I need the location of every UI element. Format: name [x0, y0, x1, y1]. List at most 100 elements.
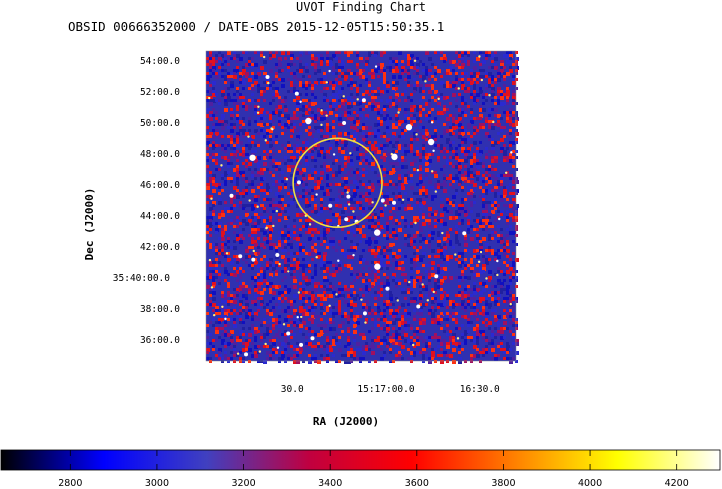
image-pixel: [410, 288, 413, 291]
image-pixel: [326, 228, 330, 232]
image-pixel: [452, 315, 455, 318]
image-pixel: [350, 60, 353, 63]
image-pixel: [407, 63, 410, 66]
image-pixel: [257, 279, 260, 282]
image-pixel: [305, 198, 308, 201]
star: [221, 305, 224, 308]
image-pixel: [248, 192, 251, 195]
image-pixel: [449, 102, 452, 105]
image-pixel: [398, 207, 401, 210]
image-pixel: [209, 357, 212, 360]
image-pixel: [245, 303, 249, 307]
image-pixel: [266, 330, 270, 334]
image-pixel: [284, 270, 287, 273]
image-pixel: [320, 210, 323, 213]
image-pixel: [458, 78, 461, 81]
image-pixel: [455, 312, 458, 315]
image-pixel: [362, 60, 365, 63]
image-pixel: [494, 156, 498, 160]
image-pixel: [371, 69, 375, 73]
image-pixel: [230, 72, 233, 75]
star: [325, 81, 329, 84]
image-pixel: [443, 177, 447, 181]
star: [432, 149, 435, 152]
image-pixel: [227, 291, 230, 294]
image-pixel: [413, 135, 416, 138]
image-pixel: [482, 201, 485, 204]
image-pixel: [266, 78, 270, 82]
image-pixel: [428, 264, 431, 267]
image-pixel: [224, 144, 227, 147]
image-pixel: [209, 288, 212, 291]
image-pixel: [290, 135, 293, 138]
image-pixel: [272, 93, 275, 96]
star: [332, 153, 336, 156]
image-pixel: [374, 321, 377, 324]
image-pixel: [344, 234, 347, 237]
image-pixel: [245, 348, 248, 351]
image-pixel: [245, 210, 248, 213]
image-pixel: [467, 123, 471, 127]
image-pixel: [209, 177, 212, 180]
image-pixel: [263, 90, 266, 93]
image-pixel: [446, 84, 450, 88]
image-pixel: [512, 81, 516, 85]
image-pixel: [383, 300, 387, 304]
image-pixel: [227, 357, 230, 360]
image-pixel: [353, 135, 357, 139]
image-pixel: [272, 177, 275, 180]
image-pixel: [209, 261, 212, 264]
image-pixel: [404, 315, 407, 318]
image-pixel: [293, 321, 297, 325]
image-pixel: [407, 177, 410, 180]
image-pixel: [422, 126, 425, 129]
image-pixel: [389, 312, 393, 316]
image-pixel: [212, 99, 216, 103]
image-pixel: [482, 180, 485, 183]
image-pixel: [434, 213, 437, 216]
image-pixel: [503, 297, 506, 300]
image-pixel: [362, 348, 366, 352]
image-pixel: [395, 333, 398, 336]
image-pixel: [227, 237, 230, 240]
image-pixel: [221, 75, 224, 78]
image-pixel: [488, 54, 491, 57]
image-pixel: [233, 354, 236, 357]
image-pixel: [443, 330, 446, 333]
image-pixel: [365, 291, 368, 294]
image-pixel: [440, 198, 443, 201]
image-pixel: [398, 261, 402, 265]
image-pixel: [440, 303, 444, 307]
star: [396, 299, 399, 302]
image-pixel: [242, 204, 246, 208]
image-pixel: [233, 51, 236, 54]
image-pixel: [299, 132, 302, 135]
image-pixel: [428, 345, 431, 348]
image-pixel: [515, 189, 519, 193]
image-pixel: [329, 309, 332, 312]
image-pixel: [320, 327, 323, 330]
image-pixel: [449, 276, 453, 280]
image-pixel: [428, 342, 431, 345]
image-pixel: [506, 291, 510, 295]
image-pixel: [509, 153, 512, 156]
image-pixel: [278, 174, 281, 177]
image-pixel: [482, 270, 485, 273]
image-pixel: [284, 162, 287, 165]
image-pixel: [491, 201, 494, 204]
image-pixel: [278, 168, 281, 171]
image-pixel: [476, 351, 480, 355]
image-pixel: [386, 264, 389, 267]
image-pixel: [419, 189, 422, 192]
image-pixel: [506, 204, 509, 207]
image-pixel: [275, 333, 279, 337]
image-pixel: [494, 252, 498, 256]
image-pixel: [470, 69, 473, 72]
image-pixel: [485, 219, 489, 223]
image-pixel: [239, 297, 242, 300]
image-pixel: [323, 255, 326, 258]
image-pixel: [230, 210, 233, 213]
image-pixel: [398, 222, 401, 225]
image-pixel: [218, 225, 221, 228]
image-pixel: [440, 93, 443, 96]
